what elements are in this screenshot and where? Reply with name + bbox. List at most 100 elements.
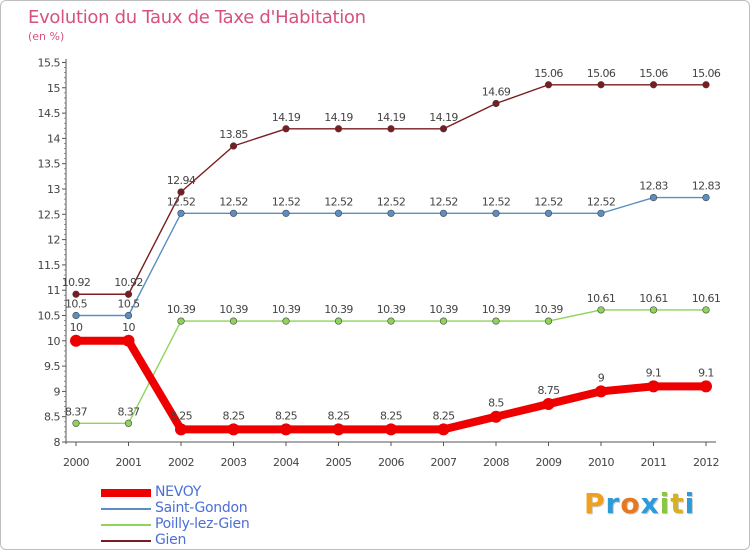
data-point-gien (72, 290, 80, 298)
data-point-saint-gondon (124, 311, 133, 320)
x-tick-label: 2007 (431, 456, 457, 469)
data-label-poilly-lez-gien: 10.39 (482, 303, 511, 316)
y-tick-label: 9 (54, 385, 61, 398)
legend-swatch-gien (101, 540, 151, 542)
data-label-saint-gondon: 12.52 (324, 195, 353, 208)
data-label-nevoy: 9 (598, 371, 605, 384)
y-tick-label: 15.5 (38, 57, 61, 70)
data-point-saint-gondon (72, 311, 80, 320)
logo-letter: i (684, 487, 696, 520)
x-tick-label: 2002 (168, 456, 194, 469)
data-point-saint-gondon (177, 209, 185, 217)
data-label-gien: 14.19 (324, 111, 353, 124)
data-label-gien: 10.92 (114, 276, 143, 289)
data-point-gien (177, 188, 185, 196)
x-tick-label: 2004 (273, 456, 299, 469)
data-point-saint-gondon (492, 209, 500, 217)
data-point-saint-gondon (544, 209, 553, 217)
data-label-gien: 15.06 (587, 67, 616, 80)
data-label-nevoy: 8.25 (432, 409, 455, 422)
data-label-poilly-lez-gien: 8.37 (65, 405, 88, 418)
data-point-poilly-lez-gien (544, 317, 553, 325)
data-point-gien (649, 81, 658, 89)
x-tick-label: 2003 (221, 456, 247, 469)
data-point-gien (334, 125, 343, 133)
data-label-gien: 14.19 (429, 111, 458, 124)
y-tick-label: 8.5 (44, 411, 60, 424)
x-tick-label: 2000 (63, 456, 89, 469)
data-point-saint-gondon (387, 209, 395, 217)
data-point-saint-gondon (334, 209, 343, 217)
logo-letter: o (620, 487, 641, 520)
legend-swatch-nevoy (101, 489, 151, 497)
data-label-gien: 10.92 (62, 276, 91, 289)
data-point-nevoy (385, 423, 397, 436)
logo-letter: t (670, 487, 685, 520)
data-point-poilly-lez-gien (282, 317, 290, 325)
data-point-saint-gondon (282, 209, 290, 217)
data-point-gien (597, 81, 605, 89)
data-label-saint-gondon: 12.52 (429, 195, 458, 208)
data-label-nevoy: 9.1 (698, 366, 714, 379)
data-label-poilly-lez-gien: 10.61 (587, 292, 616, 305)
data-label-gien: 14.69 (482, 85, 511, 98)
data-point-nevoy (700, 380, 712, 393)
x-tick-label: 2009 (536, 456, 562, 469)
data-label-nevoy: 8.25 (275, 409, 298, 422)
data-point-gien (492, 99, 500, 108)
data-label-saint-gondon: 12.52 (482, 195, 511, 208)
data-label-poilly-lez-gien: 10.61 (639, 292, 668, 305)
logo-letter: r (605, 487, 621, 520)
data-label-poilly-lez-gien: 10.39 (429, 303, 458, 316)
data-label-gien: 15.06 (692, 67, 721, 80)
data-label-nevoy: 9.1 (646, 366, 662, 379)
y-tick-label: 13.5 (38, 158, 61, 171)
x-tick-label: 2012 (693, 456, 719, 469)
data-point-gien (702, 81, 710, 89)
data-point-saint-gondon (439, 209, 448, 217)
data-point-saint-gondon (649, 194, 658, 202)
data-point-gien (124, 290, 133, 298)
legend-label-gien: Gien (155, 532, 187, 548)
data-point-nevoy (437, 423, 450, 436)
data-point-nevoy (332, 423, 345, 436)
y-tick-label: 13 (47, 183, 60, 196)
data-label-saint-gondon: 12.83 (692, 180, 721, 193)
data-point-poilly-lez-gien (649, 306, 658, 314)
y-tick-label: 12 (47, 234, 60, 247)
data-point-poilly-lez-gien (177, 317, 185, 325)
data-point-gien (229, 142, 238, 150)
data-label-saint-gondon: 10.5 (65, 298, 88, 311)
data-label-nevoy: 8.25 (170, 409, 193, 422)
data-point-nevoy (70, 334, 82, 347)
data-label-gien: 15.06 (534, 67, 563, 80)
data-label-saint-gondon: 12.83 (639, 180, 668, 193)
data-label-nevoy: 8.25 (222, 409, 245, 422)
data-point-poilly-lez-gien (492, 317, 500, 325)
data-label-nevoy: 10 (122, 321, 135, 334)
data-point-poilly-lez-gien (72, 419, 80, 427)
x-tick-label: 2011 (641, 456, 667, 469)
x-tick-label: 2005 (326, 456, 352, 469)
chart-unit-label: (en %) (28, 30, 65, 43)
y-tick-label: 8 (54, 436, 61, 449)
data-label-saint-gondon: 12.52 (219, 195, 248, 208)
chart-title: Evolution du Taux de Taxe d'Habitation (28, 7, 366, 28)
data-label-gien: 14.19 (377, 111, 406, 124)
data-point-nevoy (227, 423, 240, 436)
logo-letter: i (659, 487, 671, 520)
data-point-nevoy (175, 423, 187, 436)
data-point-poilly-lez-gien (334, 317, 343, 325)
logo-letter: x (640, 487, 660, 520)
y-tick-label: 14 (47, 132, 60, 145)
legend-swatch-poilly-lez-gien (101, 524, 151, 526)
data-point-gien (439, 125, 448, 133)
legend-label-poilly-lez-gien: Poilly-lez-Gien (155, 516, 250, 532)
data-point-nevoy (542, 398, 555, 411)
data-label-saint-gondon: 12.52 (167, 195, 196, 208)
x-tick-label: 2008 (483, 456, 509, 469)
data-label-saint-gondon: 12.52 (377, 195, 406, 208)
data-label-nevoy: 8.5 (488, 397, 504, 410)
data-label-poilly-lez-gien: 8.37 (117, 405, 140, 418)
